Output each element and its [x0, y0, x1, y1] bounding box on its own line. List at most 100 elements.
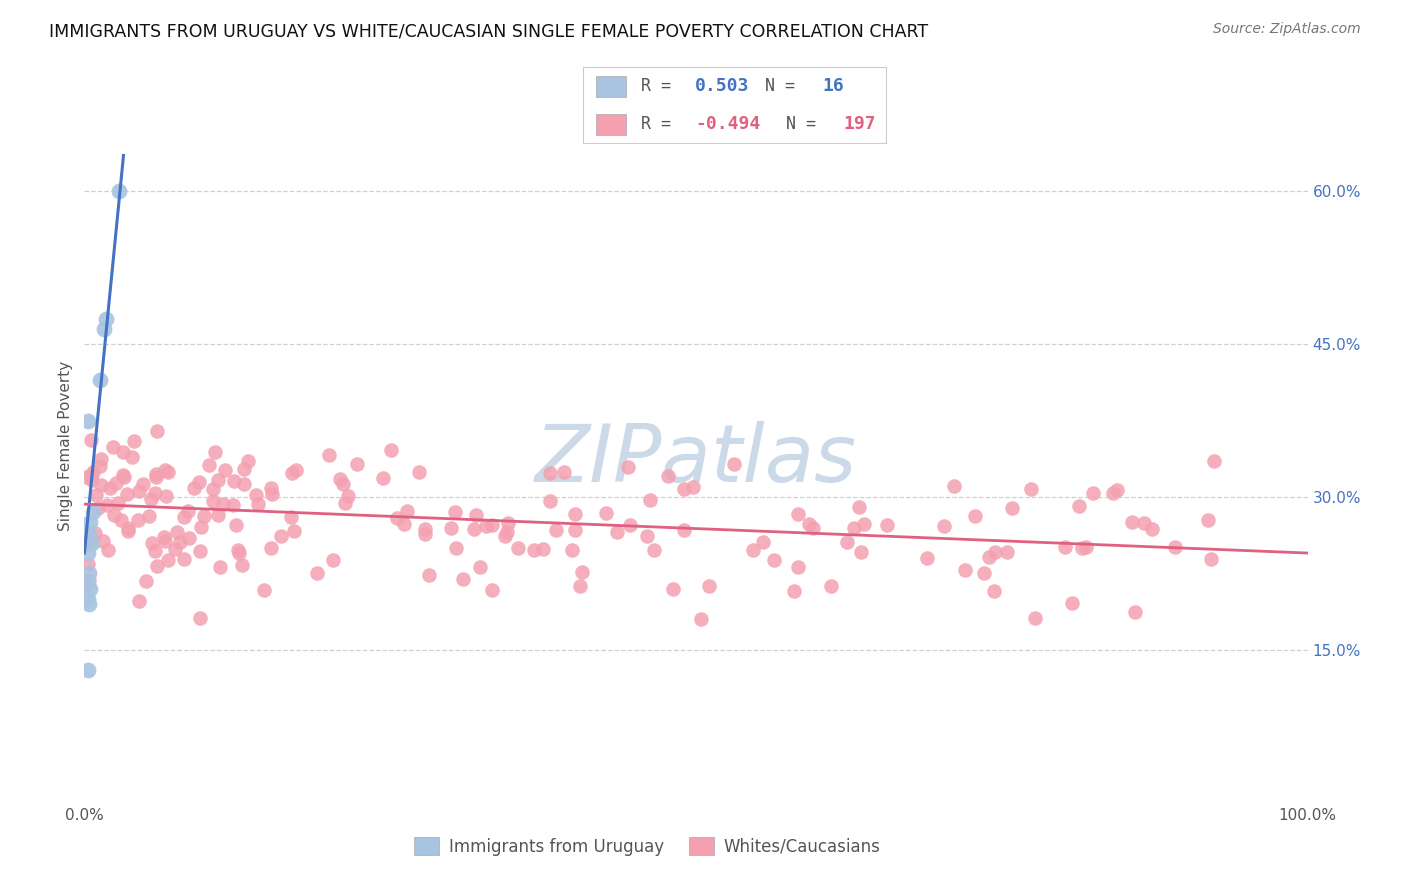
Point	[697, 578, 720, 592]
Text: -0.494: -0.494	[696, 115, 761, 133]
Point	[742, 543, 765, 558]
Text: R =: R =	[641, 115, 681, 133]
Point	[568, 579, 591, 593]
Point	[96, 311, 118, 326]
Point	[141, 535, 163, 549]
Point	[93, 322, 115, 336]
Point	[138, 508, 160, 523]
Point	[80, 434, 103, 448]
Point	[77, 576, 100, 591]
Point	[80, 467, 103, 482]
Point	[1001, 501, 1024, 516]
Point	[643, 543, 665, 558]
Point	[616, 460, 638, 475]
Point	[77, 557, 100, 571]
Point	[538, 493, 561, 508]
Point	[77, 591, 100, 606]
Point	[1101, 485, 1123, 500]
Point	[848, 500, 870, 514]
Point	[446, 541, 468, 555]
Point	[89, 373, 111, 387]
Point	[1163, 540, 1185, 554]
Point	[212, 497, 235, 511]
Point	[564, 524, 586, 538]
Point	[79, 574, 101, 588]
Point	[111, 445, 134, 459]
Point	[177, 503, 200, 517]
Point	[723, 457, 745, 471]
Point	[231, 558, 253, 573]
Point	[135, 574, 157, 589]
Point	[1199, 552, 1222, 566]
Point	[101, 440, 124, 454]
Point	[283, 524, 305, 539]
Point	[752, 535, 775, 549]
Point	[247, 497, 270, 511]
Point	[606, 524, 628, 539]
Point	[496, 525, 519, 540]
Point	[260, 481, 283, 495]
Point	[80, 536, 103, 550]
Point	[1202, 454, 1225, 468]
Point	[173, 551, 195, 566]
Point	[595, 506, 617, 520]
Point	[481, 583, 503, 598]
Point	[494, 528, 516, 542]
Point	[97, 542, 120, 557]
Point	[835, 535, 858, 549]
Point	[322, 553, 344, 567]
Point	[115, 487, 138, 501]
Point	[260, 541, 283, 556]
Point	[418, 567, 440, 582]
Point	[82, 466, 104, 480]
Point	[139, 491, 162, 506]
Point	[225, 518, 247, 533]
Text: Source: ZipAtlas.com: Source: ZipAtlas.com	[1213, 22, 1361, 37]
Point	[1021, 482, 1043, 496]
Point	[1062, 596, 1084, 610]
Point	[443, 505, 465, 519]
Point	[77, 597, 100, 611]
Point	[413, 522, 436, 536]
Point	[77, 413, 100, 427]
Point	[876, 518, 898, 533]
Point	[103, 508, 125, 522]
Point	[110, 513, 132, 527]
Point	[385, 511, 408, 525]
Point	[333, 496, 356, 510]
Point	[90, 478, 112, 492]
Point	[451, 572, 474, 586]
Point	[79, 582, 101, 596]
Point	[979, 549, 1001, 564]
Point	[346, 457, 368, 471]
Text: 0.503: 0.503	[696, 78, 749, 95]
Point	[983, 584, 1005, 599]
Point	[153, 534, 176, 549]
Point	[638, 492, 661, 507]
Point	[662, 582, 685, 597]
Point	[121, 450, 143, 465]
Point	[187, 475, 209, 489]
Text: N =: N =	[765, 78, 804, 95]
Point	[98, 482, 121, 496]
Point	[193, 508, 215, 523]
Point	[380, 442, 402, 457]
Point	[131, 477, 153, 491]
Point	[468, 560, 491, 574]
Point	[619, 518, 641, 533]
Point	[253, 582, 276, 597]
Point	[544, 523, 567, 537]
Point	[221, 498, 243, 512]
Point	[682, 480, 704, 494]
Point	[107, 184, 129, 198]
Point	[844, 521, 866, 535]
Point	[657, 468, 679, 483]
Point	[112, 468, 135, 483]
Point	[942, 478, 965, 492]
Point	[77, 526, 100, 541]
Point	[690, 612, 713, 626]
Point	[91, 533, 114, 548]
Y-axis label: Single Female Poverty: Single Female Poverty	[58, 361, 73, 531]
Point	[236, 454, 259, 468]
Point	[413, 527, 436, 541]
